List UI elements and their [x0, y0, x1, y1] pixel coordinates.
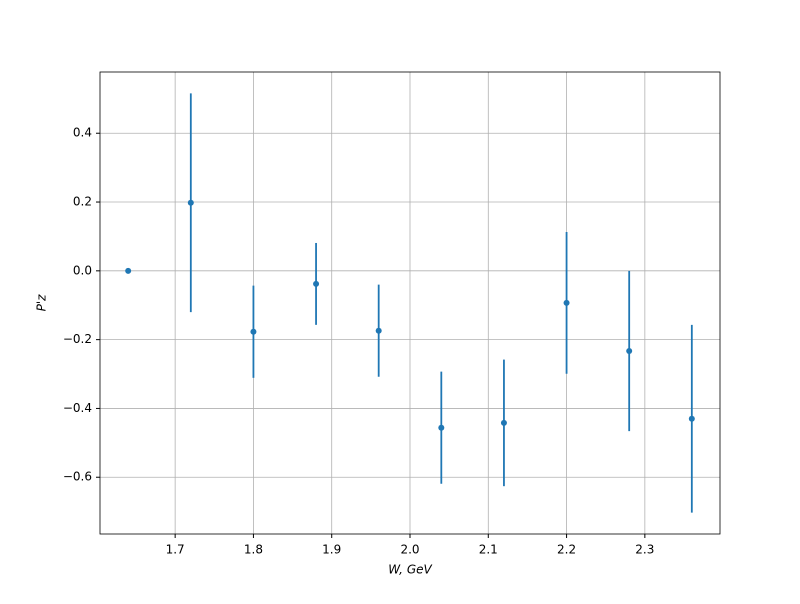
y-axis-label: P'z — [35, 294, 49, 312]
x-tick-label: 2.2 — [557, 543, 576, 557]
y-tick-label: −0.6 — [63, 470, 92, 484]
data-point — [313, 280, 320, 287]
data-point — [187, 199, 194, 206]
x-tick-label: 2.0 — [400, 543, 419, 557]
data-point — [500, 419, 507, 426]
y-tick-label: −0.4 — [63, 401, 92, 415]
y-tick-label: 0.0 — [73, 263, 92, 277]
data-point — [688, 415, 695, 422]
y-tick-label: 0.2 — [73, 195, 92, 209]
axes-frame — [99, 71, 721, 535]
data-point — [438, 424, 445, 431]
data-point — [563, 299, 570, 306]
data-point — [250, 328, 257, 335]
x-tick-label: 1.7 — [166, 543, 185, 557]
x-tick-label: 2.3 — [635, 543, 654, 557]
data-point — [626, 347, 633, 354]
x-axis-label: W, GeV — [388, 563, 432, 577]
x-tick-label: 1.8 — [244, 543, 263, 557]
y-tick-label: −0.2 — [63, 332, 92, 346]
y-tick-label: 0.4 — [73, 126, 92, 140]
x-tick-label: 2.1 — [479, 543, 498, 557]
data-point — [375, 327, 382, 334]
data-point — [125, 267, 132, 274]
x-tick-label: 1.9 — [322, 543, 341, 557]
